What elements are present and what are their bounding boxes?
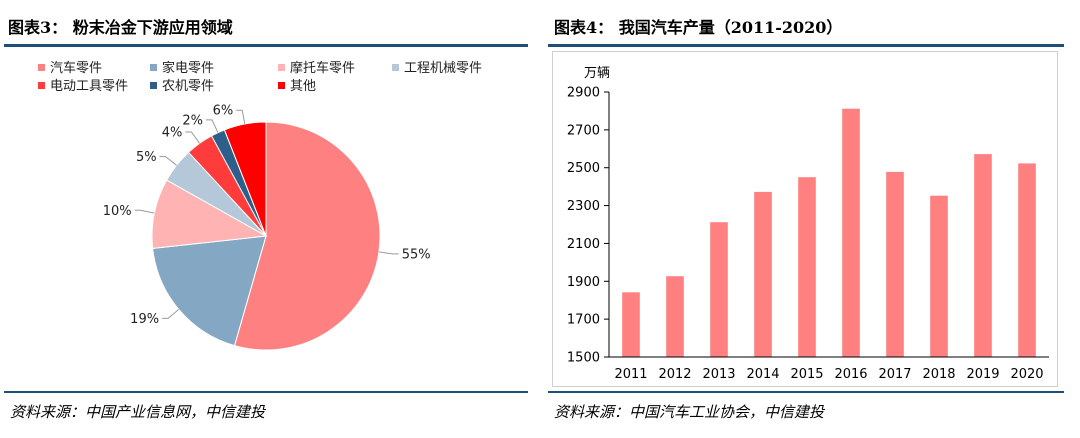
x-tick-label: 2018 bbox=[922, 367, 955, 382]
left-source-note: 资料来源：中国产业信息网，中信建投 bbox=[10, 403, 266, 421]
y-axis-ticks: 1500 1700 1900 2100 2300 2500 2700 2900 bbox=[567, 86, 610, 366]
bar bbox=[842, 108, 860, 357]
pie-slice bbox=[223, 121, 267, 237]
legend-swatch bbox=[38, 64, 45, 71]
right-source-note: 资料来源：中国汽车工业协会，中信建投 bbox=[554, 403, 825, 421]
bar bbox=[666, 276, 684, 357]
pie-data-label: 6% bbox=[213, 104, 234, 119]
bar bbox=[798, 177, 816, 357]
bar bbox=[710, 222, 728, 357]
right-figure-panel: 图表4： 我国汽车产量（2011-2020） 万辆 1500 1700 1900 21… bbox=[548, 0, 1080, 438]
pie-slices bbox=[151, 121, 381, 351]
pie-data-label: 5% bbox=[136, 150, 157, 165]
pie-leader-line bbox=[185, 131, 201, 144]
pie-leader-line bbox=[162, 309, 180, 319]
y-tick-label: 2700 bbox=[567, 123, 600, 138]
legend-label: 电动工具零件 bbox=[50, 79, 128, 94]
legend-label: 农机零件 bbox=[162, 79, 214, 94]
legend-label: 汽车零件 bbox=[50, 60, 102, 76]
legend-label: 其他 bbox=[290, 79, 316, 94]
y-tick-label: 2500 bbox=[567, 161, 600, 176]
y-tick-label: 1700 bbox=[567, 313, 600, 328]
pie-data-label: 4% bbox=[162, 125, 183, 140]
legend-label: 家电零件 bbox=[162, 60, 214, 76]
right-source-rule bbox=[548, 391, 1064, 393]
left-title-rule bbox=[4, 44, 528, 47]
y-tick-label: 2300 bbox=[567, 199, 600, 214]
pie-data-label: 10% bbox=[103, 204, 132, 219]
bar bbox=[1018, 163, 1036, 357]
x-tick-label: 2016 bbox=[834, 367, 867, 382]
legend-swatch bbox=[392, 64, 399, 71]
pie-data-label: 2% bbox=[182, 113, 203, 128]
bar-chart: 万辆 1500 1700 1900 2100 2300 2500 2700 2900 2011… bbox=[567, 66, 1049, 382]
pie-leader-line bbox=[378, 251, 399, 255]
y-tick-label: 1500 bbox=[567, 351, 600, 366]
legend-swatch bbox=[150, 64, 157, 71]
pie-leader-line bbox=[236, 109, 246, 125]
pie-data-label: 19% bbox=[130, 312, 159, 327]
y-tick-label: 2900 bbox=[567, 86, 600, 101]
bar bbox=[930, 195, 948, 357]
left-figure-panel: 图表3： 粉末冶金下游应用领域 汽车零件 家电零件 摩托车零件 工程机械零件电动工具零… bbox=[0, 0, 528, 438]
bar bbox=[754, 191, 772, 357]
y-tick-label: 2100 bbox=[567, 237, 600, 252]
pie-leader-line bbox=[134, 209, 155, 214]
x-tick-label: 2015 bbox=[790, 367, 823, 382]
bars bbox=[622, 108, 1036, 357]
x-axis-ticks: 2011 2012 2013 2014 2015 2016 2017 2018 2019 2020 bbox=[609, 356, 1049, 382]
pie-leader-line bbox=[159, 156, 177, 166]
pie-leader-line bbox=[206, 119, 219, 133]
x-tick-label: 2011 bbox=[614, 367, 647, 382]
pie-data-labels: 55% 19% 10% 5% 4%2% 6% bbox=[103, 104, 431, 327]
legend-label: 工程机械零件 bbox=[404, 61, 482, 76]
x-tick-label: 2013 bbox=[702, 367, 735, 382]
x-tick-label: 2019 bbox=[966, 367, 999, 382]
right-figure-title: 图表4： 我国汽车产量（2011-2020） bbox=[554, 18, 843, 37]
x-tick-label: 2020 bbox=[1010, 367, 1043, 382]
y-tick-label: 1900 bbox=[567, 275, 600, 290]
left-source-rule bbox=[4, 391, 528, 393]
legend-swatch bbox=[278, 64, 285, 71]
x-tick-label: 2012 bbox=[658, 367, 691, 382]
y-axis-unit-label: 万辆 bbox=[584, 66, 610, 81]
bar bbox=[622, 292, 640, 357]
bar bbox=[974, 154, 992, 357]
left-figure-title: 图表3： 粉末冶金下游应用领域 bbox=[8, 18, 233, 37]
bar-chart-frame: 万辆 1500 1700 1900 2100 2300 2500 2700 2900 2011… bbox=[552, 51, 1058, 387]
right-title-rule bbox=[548, 44, 1064, 47]
legend-label: 摩托车零件 bbox=[290, 60, 355, 76]
pie-slice bbox=[233, 121, 381, 351]
x-tick-label: 2017 bbox=[878, 367, 911, 382]
pie-data-label: 55% bbox=[402, 247, 431, 262]
bar bbox=[886, 171, 904, 357]
legend-swatch bbox=[150, 82, 157, 89]
legend-swatch bbox=[278, 82, 285, 89]
x-tick-label: 2014 bbox=[746, 367, 779, 382]
legend-swatch bbox=[38, 82, 45, 89]
